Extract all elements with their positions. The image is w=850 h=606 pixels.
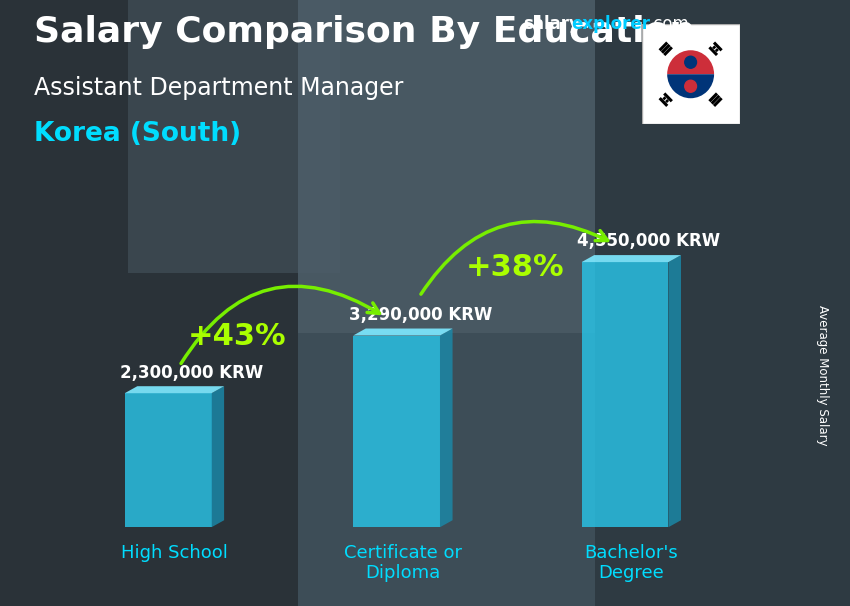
Polygon shape: [125, 393, 212, 527]
Bar: [298, 0, 595, 606]
Polygon shape: [581, 255, 681, 262]
FancyBboxPatch shape: [642, 24, 740, 124]
Text: Certificate or
Diploma: Certificate or Diploma: [344, 544, 462, 582]
Bar: [128, 0, 340, 273]
Text: explorer: explorer: [571, 15, 650, 33]
Polygon shape: [212, 386, 224, 527]
Text: Bachelor's
Degree: Bachelor's Degree: [585, 544, 678, 582]
Circle shape: [685, 56, 696, 68]
Bar: [298, 0, 595, 333]
Text: High School: High School: [121, 544, 228, 562]
Polygon shape: [354, 336, 440, 527]
Text: 4,550,000 KRW: 4,550,000 KRW: [577, 233, 720, 250]
Wedge shape: [667, 50, 714, 75]
Bar: [595, 0, 850, 606]
Text: Salary Comparison By Education: Salary Comparison By Education: [34, 15, 695, 49]
Text: .com: .com: [649, 15, 689, 33]
Text: +43%: +43%: [187, 322, 286, 351]
Wedge shape: [667, 75, 714, 98]
Circle shape: [685, 80, 696, 92]
Polygon shape: [440, 328, 452, 527]
Text: 3,290,000 KRW: 3,290,000 KRW: [348, 306, 492, 324]
Polygon shape: [581, 262, 668, 527]
Polygon shape: [668, 255, 681, 527]
Text: 2,300,000 KRW: 2,300,000 KRW: [120, 364, 264, 382]
Text: +38%: +38%: [466, 253, 564, 282]
Text: Korea (South): Korea (South): [34, 121, 241, 147]
Polygon shape: [354, 328, 452, 336]
Bar: [0, 0, 298, 606]
Text: Average Monthly Salary: Average Monthly Salary: [816, 305, 829, 446]
Text: Assistant Department Manager: Assistant Department Manager: [34, 76, 404, 100]
Text: salary: salary: [523, 15, 580, 33]
Polygon shape: [125, 386, 224, 393]
